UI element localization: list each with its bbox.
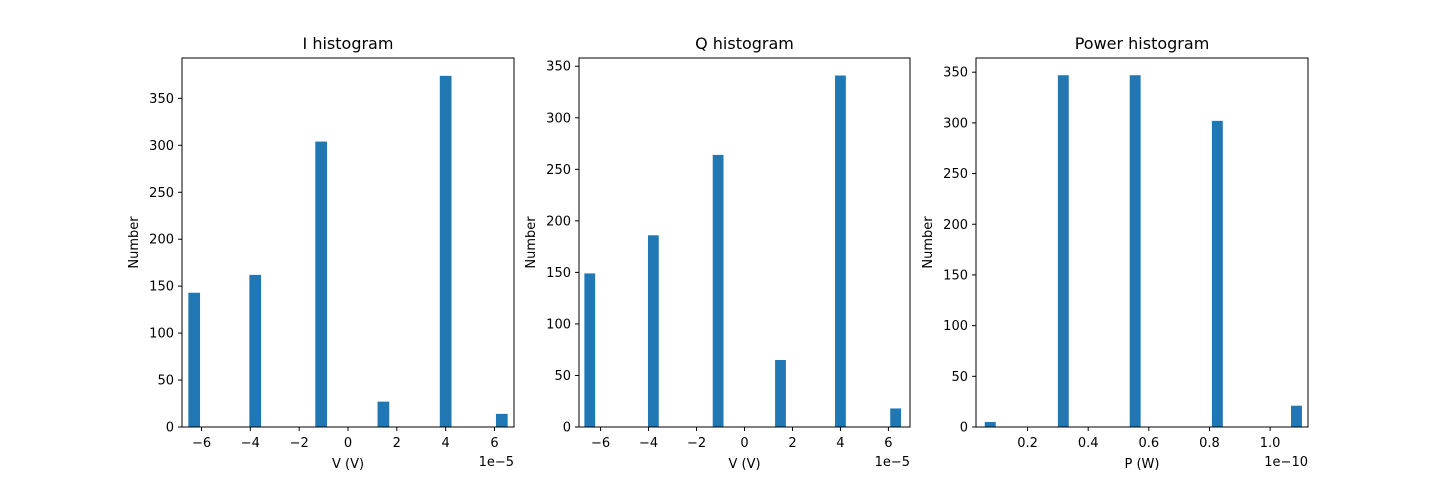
plot-frame: [181, 57, 515, 428]
x-tick-label: 1.0: [1260, 436, 1281, 451]
y-tick-label: 250: [149, 186, 174, 201]
histogram-bar: [984, 421, 996, 427]
x-tick-label: 0: [344, 436, 352, 451]
x-tick-label: −6: [192, 436, 211, 451]
y-tick-label: 200: [943, 218, 968, 233]
y-tick-label: 100: [546, 317, 571, 332]
x-tick-label: 0: [740, 436, 748, 451]
x-tick-label: 4: [442, 436, 450, 451]
y-tick-label: 200: [149, 233, 174, 248]
y-axis-label: Number: [921, 216, 936, 269]
histogram-bar: [775, 360, 786, 427]
histogram-bar: [1211, 120, 1223, 427]
histogram-bar: [439, 75, 452, 427]
histogram-bar: [584, 273, 596, 427]
y-tick-label: 350: [943, 66, 968, 81]
x-axis-label: P (W): [1125, 457, 1160, 472]
histogram-bar: [315, 141, 328, 427]
plot-frame: [578, 57, 911, 428]
y-tick-label: 250: [546, 163, 571, 178]
q-histogram-panel: −6 −4 −2 0 2 4 6 0 50 100 150 200 250 300 350 Q histogr…: [524, 34, 911, 472]
x-axis-label: V (V): [728, 457, 760, 472]
x-tick-label: −4: [639, 436, 658, 451]
x-offset-label: 1e−5: [479, 455, 514, 470]
histogram-bar: [835, 75, 846, 428]
x-tick-label: −2: [290, 436, 309, 451]
y-tick-label: 200: [546, 214, 571, 229]
x-tick-label: −6: [591, 436, 610, 451]
x-tick-label: 0.2: [1017, 436, 1038, 451]
y-tick-label: 150: [149, 280, 174, 295]
y-tick-label: 350: [546, 60, 571, 75]
histogram-bar: [1129, 75, 1141, 427]
y-tick-label: 0: [563, 421, 571, 436]
histogram-bar: [712, 154, 724, 427]
y-axis-label: Number: [127, 216, 142, 269]
x-tick-label: 0.4: [1078, 436, 1099, 451]
y-tick-label: 350: [149, 92, 174, 107]
histogram-bar: [188, 292, 201, 427]
plot-frame: [975, 57, 1309, 428]
x-offset-label: 1e−10: [1264, 455, 1308, 470]
y-axis-label: Number: [524, 216, 539, 269]
histogram-bar: [249, 274, 262, 427]
x-tick-label: 6: [490, 436, 498, 451]
y-tick-label: 50: [554, 369, 571, 384]
histogram-bar: [1291, 405, 1302, 427]
i-histogram-panel: −6 −4 −2 0 2 4 6 0 50 100 150 200 250 300 350 I histogr…: [127, 34, 515, 472]
y-tick-label: 150: [943, 268, 968, 283]
y-tick-label: 300: [149, 139, 174, 154]
x-tick-label: 0.6: [1138, 436, 1159, 451]
x-tick-label: 2: [788, 436, 796, 451]
x-tick-label: 6: [884, 436, 892, 451]
y-tick-label: 300: [943, 116, 968, 131]
histogram-bar: [1057, 75, 1069, 427]
y-tick-label: 250: [943, 167, 968, 182]
x-tick-label: −2: [687, 436, 706, 451]
y-tick-label: 150: [546, 266, 571, 281]
y-tick-label: 50: [157, 374, 174, 389]
histogram-bar: [647, 235, 659, 427]
histogram-bar: [890, 408, 902, 427]
x-offset-label: 1e−5: [875, 455, 910, 470]
y-tick-label: 100: [149, 327, 174, 342]
chart-title: Power histogram: [1075, 34, 1210, 53]
x-tick-label: −4: [241, 436, 260, 451]
chart-title: Q histogram: [695, 34, 794, 53]
y-tick-label: 100: [943, 319, 968, 334]
x-axis-label: V (V): [332, 457, 364, 472]
y-tick-label: 0: [960, 421, 968, 436]
y-tick-label: 0: [166, 421, 174, 436]
y-tick-label: 50: [951, 370, 968, 385]
histogram-bar: [377, 401, 390, 427]
x-tick-label: 2: [393, 436, 401, 451]
y-tick-label: 300: [546, 111, 571, 126]
histogram-bar: [495, 413, 508, 427]
x-tick-label: 4: [836, 436, 844, 451]
chart-title: I histogram: [303, 34, 394, 53]
power-histogram-panel: 0.2 0.4 0.6 0.8 1.0 0 50 100 150 200 250 300 350 Powe…: [921, 34, 1309, 472]
x-tick-label: 0.8: [1199, 436, 1220, 451]
